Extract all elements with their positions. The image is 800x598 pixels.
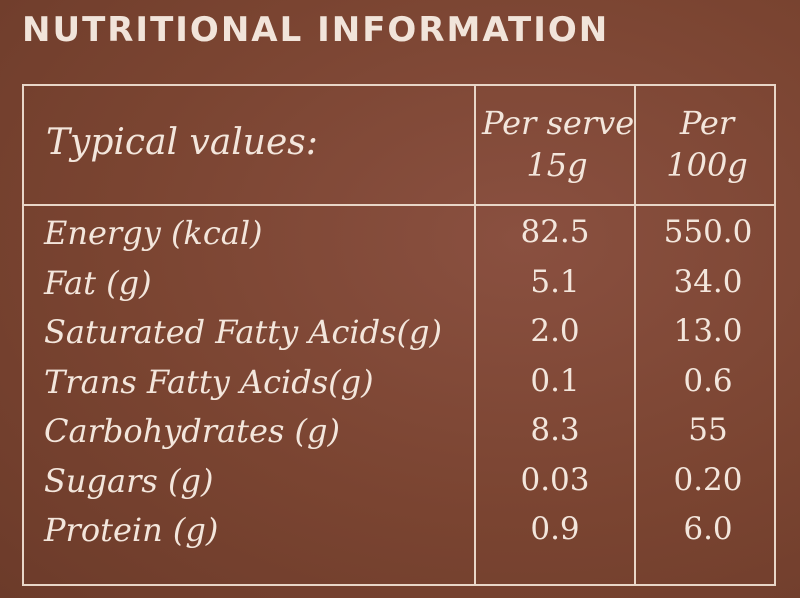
table-row: Energy (kcal) 82.5 550.0 [24, 214, 774, 264]
per-serve-value: 8.3 [530, 412, 580, 448]
table-row: Protein (g) 0.9 6.0 [24, 511, 774, 561]
per-serve-value: 0.1 [530, 362, 580, 399]
per-100g-amount-header: 100g [666, 146, 748, 184]
nutrient-label: Energy (kcal) [44, 214, 263, 252]
table-row: Trans Fatty Acids(g) 0.1 0.6 [24, 363, 774, 413]
per-100g-value: 550.0 [663, 214, 753, 250]
per-serve-amount-header: 15g [526, 146, 588, 184]
nutrient-label: Saturated Fatty Acids(g) [44, 313, 442, 351]
per-100g-value: 13.0 [673, 313, 743, 349]
nutrient-label: Protein (g) [44, 511, 219, 549]
per-serve-value: 82.5 [520, 214, 590, 250]
typical-values-header: Typical values: [46, 122, 318, 163]
nutrient-label: Carbohydrates (g) [44, 412, 340, 450]
nutrient-label: Sugars (g) [44, 461, 214, 500]
per-100g-value: 6.0 [683, 511, 733, 547]
per-serve-header: Per serve [482, 104, 635, 142]
per-100g-value: 0.20 [673, 461, 743, 498]
nutrient-rows: Energy (kcal) 82.5 550.0 Fat (g) 5.1 34.… [24, 214, 774, 561]
table-row: Saturated Fatty Acids(g) 2.0 13.0 [24, 313, 774, 363]
per-serve-value: 0.03 [520, 461, 590, 498]
per-100g-value: 55 [688, 412, 728, 448]
nutrition-heading: NUTRITIONAL INFORMATION [22, 10, 610, 50]
per-serve-value: 0.9 [530, 511, 580, 547]
per-100g-header: Per [679, 104, 735, 142]
column-divider-2 [634, 86, 636, 584]
nutrient-label: Trans Fatty Acids(g) [44, 362, 374, 401]
nutrition-table: Typical values: Per serve 15g Per 100g E… [22, 84, 776, 586]
table-row: Fat (g) 5.1 34.0 [24, 264, 774, 314]
header-divider [24, 204, 774, 206]
per-100g-value: 34.0 [673, 263, 743, 300]
per-100g-value: 0.6 [683, 362, 733, 399]
per-serve-value: 2.0 [530, 313, 580, 349]
table-row: Sugars (g) 0.03 0.20 [24, 462, 774, 512]
column-divider-1 [474, 86, 476, 584]
table-row: Carbohydrates (g) 8.3 55 [24, 412, 774, 462]
per-serve-value: 5.1 [530, 263, 580, 300]
nutrient-label: Fat (g) [44, 263, 152, 302]
